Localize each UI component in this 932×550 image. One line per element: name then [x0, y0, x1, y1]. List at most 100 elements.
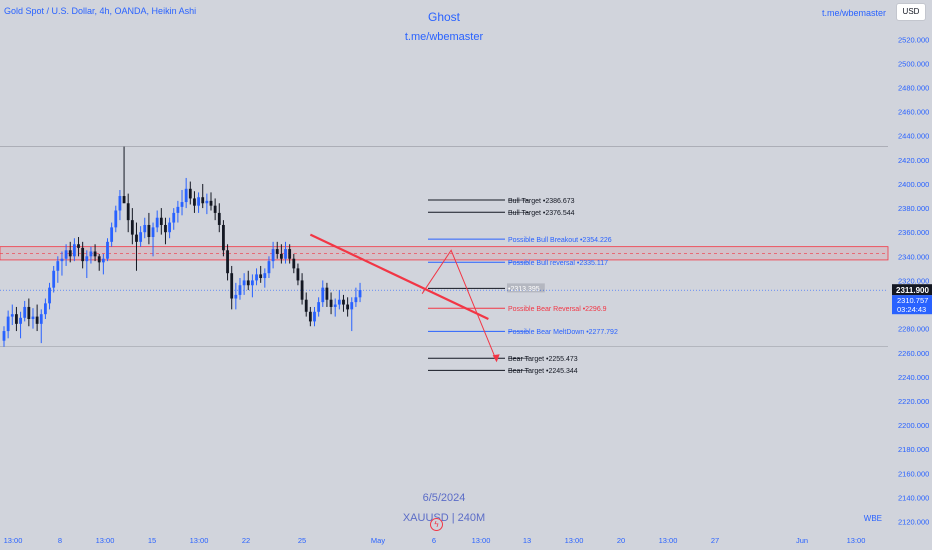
candle-body: [246, 280, 250, 286]
x-tick-label: 13:00: [472, 536, 491, 545]
candle-body: [68, 250, 72, 257]
last-price-tag: [892, 284, 932, 296]
flash-icon[interactable]: ϟ: [430, 518, 443, 531]
y-tick-label: 2260.000: [898, 349, 929, 358]
candle-body: [23, 306, 27, 318]
candle-body: [35, 316, 39, 324]
level-label-bg: [507, 283, 545, 293]
candle-body: [197, 197, 200, 206]
candle-body: [279, 253, 283, 259]
candle-body: [81, 247, 85, 262]
candle-body: [151, 227, 155, 238]
y-tick-label: 2380.000: [898, 204, 929, 213]
level-label: Possible Bear MeltDown •2277.792: [508, 329, 618, 336]
candle-body: [114, 210, 118, 228]
candle-body: [97, 256, 101, 263]
candle-body: [184, 188, 188, 203]
candle-body: [242, 280, 246, 286]
candle-body: [346, 304, 350, 310]
candle-body: [52, 270, 56, 288]
x-tick-label: 13:00: [4, 536, 23, 545]
x-tick-label: 22: [242, 536, 250, 545]
candle-body: [193, 198, 196, 206]
projection-path: [421, 249, 498, 362]
candle-body: [308, 311, 312, 322]
candle-body: [350, 302, 354, 310]
candle-body: [122, 196, 126, 204]
candle-body: [159, 217, 163, 225]
countdown-value: 03:24:43: [897, 305, 926, 314]
candle-body: [213, 205, 217, 213]
x-tick-label: 20: [617, 536, 625, 545]
level-label: Bull Target •2376.544: [508, 210, 575, 217]
candle-body: [48, 287, 51, 304]
candle-body: [263, 273, 267, 279]
candle-body: [27, 306, 31, 320]
y-tick-label: 2160.000: [898, 469, 929, 478]
candle-body: [172, 212, 176, 223]
y-tick-label: 2460.000: [898, 108, 929, 117]
x-tick-label: 6: [432, 536, 436, 545]
level-label: Bear Target •2255.473: [508, 356, 578, 363]
candle-body: [85, 256, 89, 262]
candle-body: [15, 314, 18, 324]
projection-arrowhead: [492, 354, 500, 363]
candle-body: [234, 294, 238, 299]
level-label: Bull Target •2386.673: [508, 198, 575, 205]
y-tick-label: 2280.000: [898, 325, 929, 334]
candle-body: [6, 316, 10, 332]
candle-body: [217, 212, 221, 225]
candle-body: [164, 224, 167, 233]
y-tick-label: 2200.000: [898, 421, 929, 430]
candle-body: [230, 273, 234, 299]
x-tick-label: 13:00: [565, 536, 584, 545]
x-tick-label: 15: [148, 536, 156, 545]
candle-body: [118, 196, 122, 211]
candle-body: [209, 200, 213, 206]
y-tick-label: 2420.000: [898, 156, 929, 165]
candle-body: [205, 200, 209, 204]
candle-body: [180, 202, 184, 207]
y-tick-label: 2240.000: [898, 373, 929, 382]
candle-body: [321, 287, 325, 303]
corner-tag: WBE: [863, 514, 882, 523]
y-tick-label: 2500.000: [898, 59, 929, 68]
y-tick-label: 2520.000: [898, 35, 929, 44]
symbol-title[interactable]: Gold Spot / U.S. Dollar, 4h, OANDA, Heik…: [4, 6, 197, 16]
candle-body: [101, 258, 105, 263]
level-label: Possible Bull Breakout •2354.226: [508, 237, 612, 244]
candle-body: [110, 227, 114, 242]
candle-body: [188, 188, 192, 199]
candle-body: [19, 317, 22, 324]
candle-body: [333, 304, 337, 307]
candle-body: [300, 280, 304, 300]
x-tick-label: 13: [523, 536, 531, 545]
telegram-link[interactable]: t.me/wbemaster: [821, 8, 886, 18]
currency-button[interactable]: USD: [896, 3, 926, 21]
watermark-subtitle: t.me/wbemaster: [404, 31, 484, 43]
candle-body: [77, 244, 80, 248]
candle-body: [44, 303, 47, 315]
y-tick-label: 2120.000: [898, 518, 929, 527]
candle-body: [288, 249, 292, 259]
candle-body: [143, 224, 147, 233]
x-tick-label: 27: [711, 536, 719, 545]
candle-body: [2, 331, 6, 341]
candle-body: [64, 250, 68, 259]
y-tick-label: 2340.000: [898, 252, 929, 261]
candle-body: [292, 258, 296, 269]
candle-body: [93, 251, 97, 257]
candle-body: [135, 234, 138, 242]
y-tick-label: 2140.000: [898, 493, 929, 502]
candle-body: [304, 299, 308, 312]
y-tick-label: 2360.000: [898, 228, 929, 237]
y-tick-label: 2480.000: [898, 84, 929, 93]
x-tick-label: May: [371, 536, 385, 545]
candle-body: [10, 314, 14, 317]
candle-body: [176, 206, 180, 213]
level-label: Possible Bull reversal •2335.117: [508, 260, 608, 267]
candle-body: [89, 251, 93, 257]
candle-body: [60, 258, 64, 262]
watermark-title: Ghost: [427, 10, 460, 24]
